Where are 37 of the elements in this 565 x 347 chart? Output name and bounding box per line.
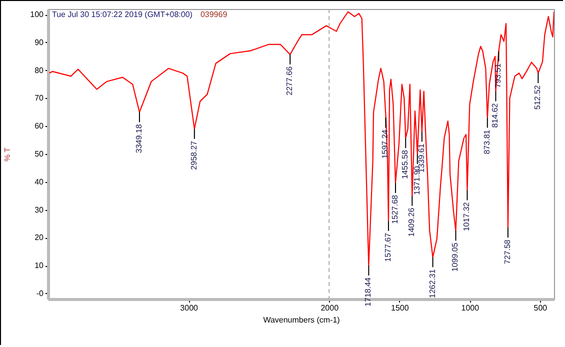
x-tick-label: 3000 bbox=[180, 304, 199, 312]
y-tick-label: 30 bbox=[34, 205, 44, 214]
annotation: 1597.24 bbox=[380, 129, 390, 159]
annotation: 873.81 bbox=[482, 129, 492, 154]
x-tick-label: 1000 bbox=[461, 304, 480, 312]
annotation: 2958.27 bbox=[189, 140, 198, 170]
y-axis-title: % T bbox=[3, 147, 12, 162]
y-tick-label: -0 bbox=[36, 288, 44, 298]
annotation: 727.58 bbox=[502, 239, 512, 264]
annotation: 1262.31 bbox=[428, 268, 437, 298]
y-tick-label: 90 bbox=[34, 38, 44, 47]
annotation: 1409.26 bbox=[407, 207, 416, 237]
y-tick-label: 80 bbox=[34, 66, 44, 75]
annotation: 512.52 bbox=[533, 84, 542, 110]
annotation: Tue Jul 30 15:07:22 2019 (GMT+08:00) bbox=[52, 10, 193, 19]
y-tick-label: 60 bbox=[34, 122, 44, 131]
annotation: 1527.68 bbox=[390, 194, 400, 224]
x-tick-label: 1500 bbox=[390, 304, 410, 312]
annotation: 039969 bbox=[200, 10, 228, 19]
y-tick-label: 50 bbox=[34, 150, 44, 158]
y-tick-label: 40 bbox=[34, 177, 44, 186]
annotation: 3349.18 bbox=[134, 124, 144, 154]
annotation: 1577.67 bbox=[383, 232, 392, 262]
y-tick-label: 10 bbox=[34, 261, 44, 270]
x-axis-title: Wavenumbers (cm-1) bbox=[263, 316, 340, 324]
x-tick-label: 500 bbox=[534, 304, 548, 312]
annotation: 1099.05 bbox=[450, 242, 460, 272]
annotation: 2277.66 bbox=[285, 66, 294, 96]
annotation: 793.51 bbox=[494, 62, 503, 88]
annotation: 1718.44 bbox=[364, 276, 373, 306]
y-tick-label: 70 bbox=[34, 94, 44, 103]
y-tick-label: 20 bbox=[34, 233, 44, 242]
x-tick-label: 2000 bbox=[320, 304, 340, 312]
annotation: 1017.32 bbox=[462, 202, 472, 232]
y-tick-label: 100 bbox=[30, 10, 44, 20]
annotation: 1455.58 bbox=[400, 150, 410, 180]
annotation: 814.62 bbox=[490, 102, 500, 128]
